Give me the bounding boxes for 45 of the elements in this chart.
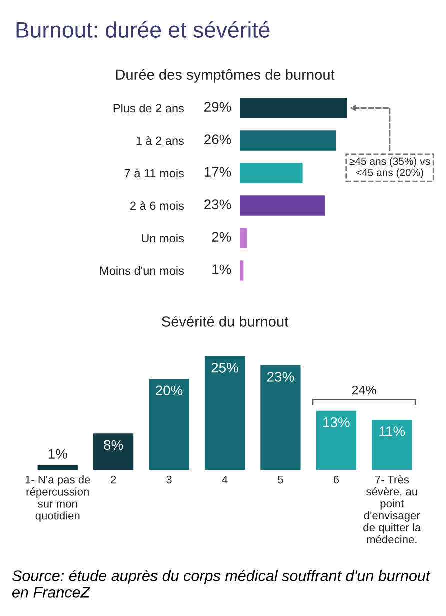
x-tick-label: 1- N'a pas de répercussion sur mon quotidien: [26, 476, 90, 522]
data-label: 2%: [212, 232, 232, 242]
x-tick-label: 3: [166, 476, 172, 484]
bar: [372, 420, 412, 470]
annotation: 24%: [352, 386, 376, 395]
data-label: 17%: [204, 167, 232, 177]
y-tick-label: 2 à 6 mois: [130, 201, 184, 210]
data-label: 23%: [204, 200, 232, 210]
data-label: 29%: [204, 102, 232, 112]
y-tick-label: 7 à 11 mois: [124, 168, 184, 178]
bar: [316, 410, 356, 470]
data-label: 26%: [204, 134, 232, 144]
bar: [94, 434, 134, 470]
x-tick-label: 5: [278, 476, 284, 484]
data-label: 20%: [156, 386, 183, 396]
chart-title: Burnout: durée et sévérité: [16, 21, 270, 38]
bar: [240, 130, 336, 151]
data-label: 23%: [268, 372, 294, 382]
bar: [240, 196, 325, 216]
data-label: 8%: [104, 440, 124, 450]
y-tick-label: 1 à 2 ans: [136, 136, 184, 146]
x-tick-label: 6: [334, 476, 340, 484]
source-note: Source: étude auprès du corps médical souffrant d'un burnout en FranceZ: [12, 570, 431, 598]
y-tick-label: Plus de 2 ans: [114, 104, 184, 113]
y-tick-label: Un mois: [142, 234, 184, 243]
data-label: 13%: [324, 418, 350, 428]
bar: [260, 365, 301, 470]
data-label: 1%: [212, 264, 232, 274]
x-tick-label: 4: [222, 476, 228, 484]
y-tick-label: Moins d'un mois: [100, 266, 184, 276]
x-tick-label: 7- Très sévère, au point d'envisager de quitter la médecine.: [364, 475, 422, 544]
data-label: 25%: [212, 362, 238, 373]
data-label: 11%: [380, 426, 406, 436]
bar: [240, 163, 303, 184]
chart-subtitle: Durée des symptômes de burnout: [116, 69, 335, 83]
text: ≥45 ans (35%) vs <45 ans (20%): [350, 158, 430, 178]
chart-title: Sévérité du burnout: [162, 316, 289, 327]
x-tick-label: 2: [111, 476, 116, 484]
bar: [240, 260, 244, 281]
data-label: 1%: [48, 449, 68, 459]
bar: [204, 356, 246, 470]
bar: [240, 98, 348, 118]
bar: [38, 465, 78, 470]
bar: [240, 228, 248, 248]
bar: [149, 379, 190, 470]
